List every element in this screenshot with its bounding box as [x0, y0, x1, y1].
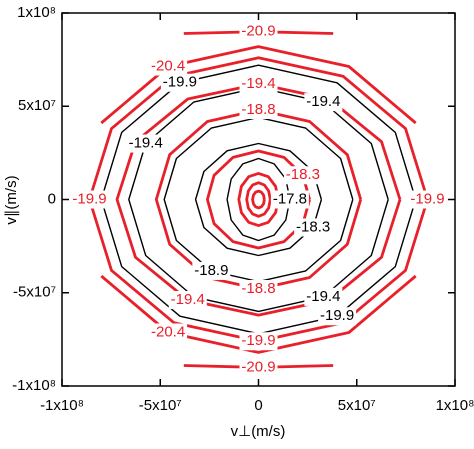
x-tick-label: -5x10⁷ — [139, 397, 182, 414]
contour-label-bg — [149, 323, 188, 342]
contour-label-bg — [239, 100, 278, 119]
contour-label: -18.3 — [286, 166, 320, 183]
contour-line — [245, 181, 272, 218]
contour-label-bg — [239, 332, 278, 351]
contour-label-bg — [239, 22, 278, 41]
contour-label-bg — [149, 57, 188, 76]
contour-label-bg — [304, 287, 343, 306]
contour-label-bg — [192, 261, 231, 280]
contour-label: -18.3 — [296, 218, 330, 235]
y-axis-label: v∥(m/s) — [3, 175, 20, 224]
contour-label: -18.9 — [194, 262, 228, 279]
x-axis-label: v⊥(m/s) — [231, 423, 286, 440]
contour-label: -19.4 — [306, 93, 340, 110]
contour-label: -19.9 — [163, 74, 197, 91]
contour-label: -19.4 — [306, 288, 340, 305]
contour-layer: -20.9-20.9-20.4-20.4-19.9 -19.9-19.9-19.9… — [70, 22, 447, 377]
contour-label: -20.4 — [151, 323, 185, 340]
contour-label: -18.8 — [241, 280, 275, 297]
plot-frame — [61, 12, 456, 387]
x-tick-label: 1x10⁸ — [436, 397, 474, 414]
contour-label: -18.8 — [241, 101, 275, 118]
contour-line — [251, 189, 266, 210]
contour-label: -19.9 — [241, 332, 275, 349]
contour-label: -19.4 — [241, 75, 275, 92]
contour-line — [163, 116, 354, 283]
contour-label-bg — [270, 190, 309, 209]
contour-label: -20.9 — [241, 358, 275, 375]
x-tick-label: 0 — [254, 397, 262, 414]
contour-line — [194, 142, 323, 257]
contour-line — [226, 157, 291, 242]
contour-label: -20.4 — [151, 57, 185, 74]
y-tick-label: 5x10⁷ — [18, 97, 56, 114]
y-tick-label: -1x10⁸ — [12, 377, 56, 394]
contour-line — [128, 86, 389, 313]
y-tick-label: 1x10⁸ — [17, 4, 56, 21]
y-tick-label: 0 — [48, 190, 56, 207]
contour-label-bg — [283, 166, 322, 185]
contour-label-bg — [168, 291, 207, 310]
contour-label: -19.4 — [171, 291, 205, 308]
contour-label-bg — [239, 358, 278, 377]
contour-line — [154, 108, 363, 291]
contour-label: -19.9 — [410, 190, 444, 207]
contour-label-bg — [70, 190, 109, 209]
contour-label: -19.9 — [72, 190, 106, 207]
contour-label-bg — [160, 73, 199, 92]
contour-label: -19.9 — [320, 307, 354, 324]
contour-line — [100, 45, 417, 354]
x-tick-label: -1x10⁸ — [40, 397, 84, 414]
contour-label-bg — [239, 74, 278, 93]
y-tick-label: -5x10⁷ — [13, 284, 56, 301]
contour-label-bg — [408, 190, 447, 209]
contour-label-bg — [304, 93, 343, 112]
contour-label: -19.4 — [129, 135, 163, 152]
contour-line — [206, 149, 311, 250]
contour-label: -20.9 — [241, 23, 275, 40]
contour-label-bg — [318, 307, 357, 326]
x-tick-label: 5x10⁷ — [338, 397, 376, 414]
contour-label-bg — [294, 218, 333, 237]
contour-label-bg — [239, 280, 278, 299]
contour-label: -17.8 — [273, 190, 307, 207]
contour-label-bg — [126, 134, 165, 153]
contour-line — [237, 172, 280, 227]
